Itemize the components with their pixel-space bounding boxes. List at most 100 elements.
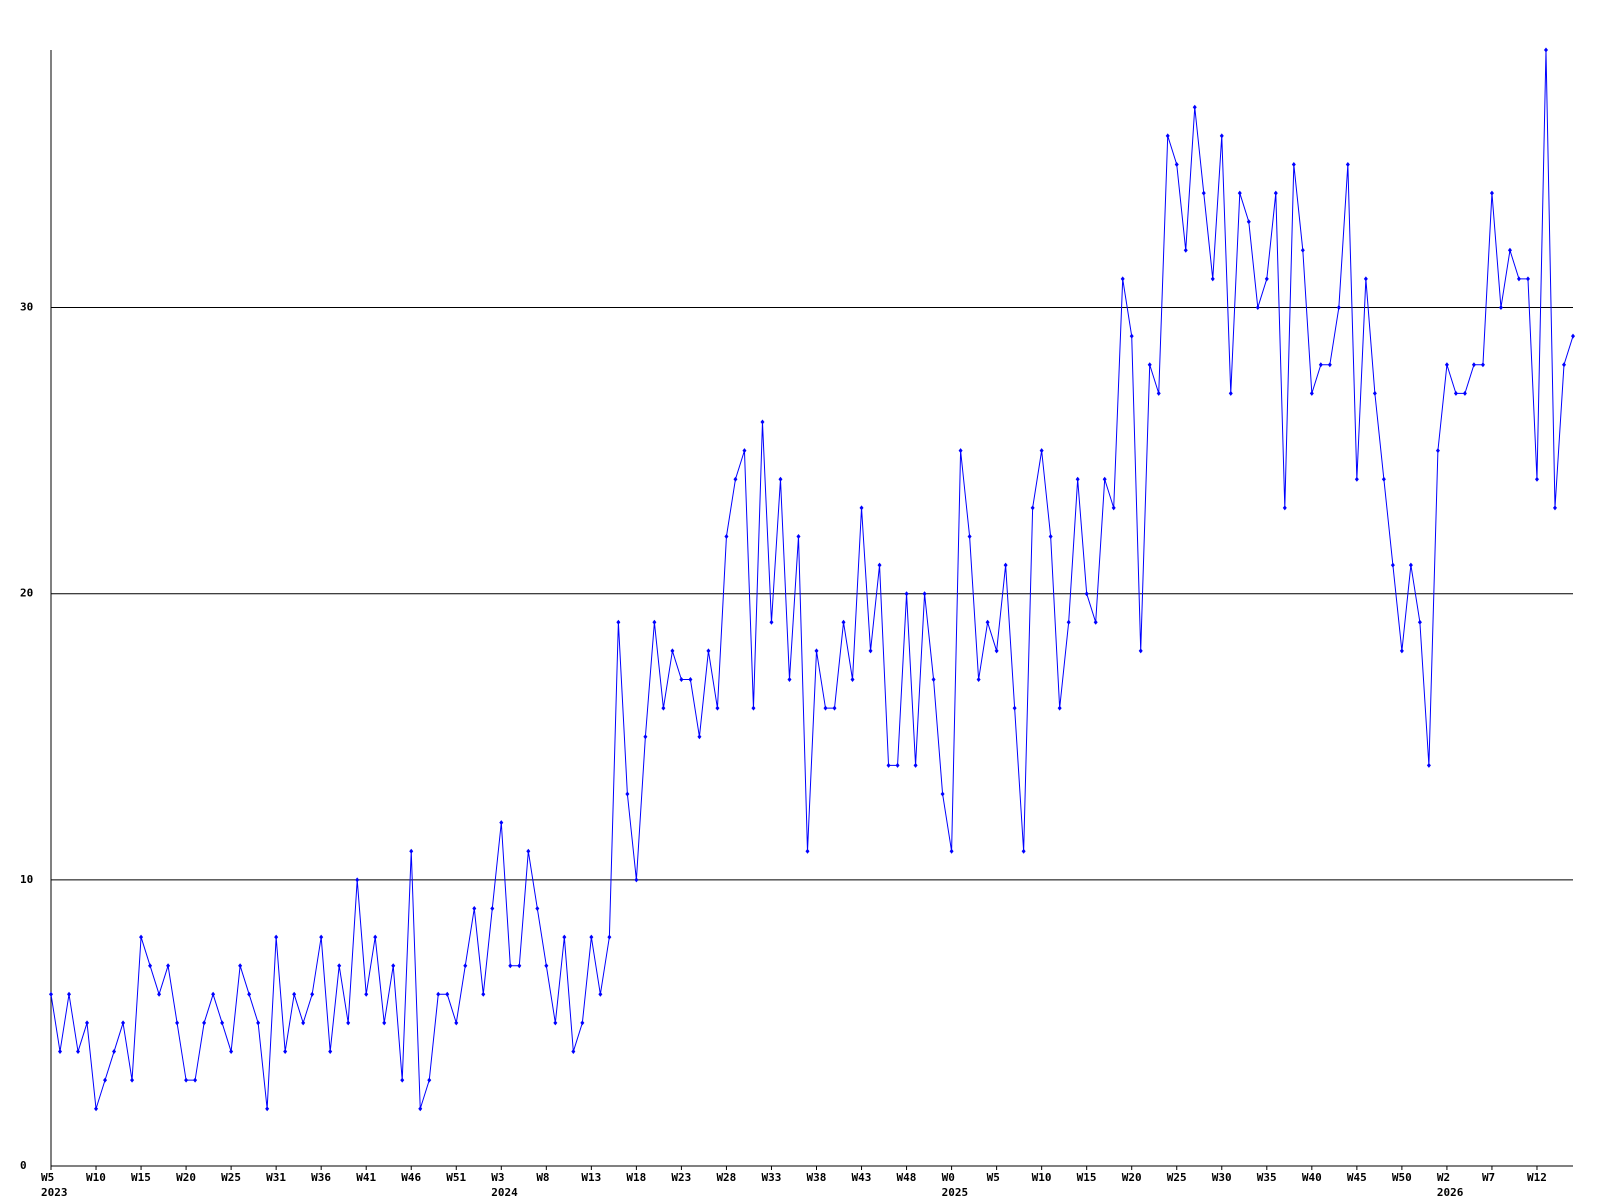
x-tick-label: W3 <box>491 1171 504 1184</box>
y-tick-label: 10 <box>20 873 33 886</box>
data-point <box>1228 390 1233 396</box>
data-point <box>391 963 396 969</box>
data-point <box>490 905 495 911</box>
x-tick-label: W8 <box>536 1171 549 1184</box>
x-tick-label: W7 <box>1482 1171 1495 1184</box>
data-point <box>1417 619 1422 625</box>
y-tick-label: 20 <box>20 587 33 600</box>
data-point <box>292 991 297 997</box>
data-point <box>733 476 738 482</box>
data-point <box>1003 562 1008 568</box>
data-point <box>1336 305 1341 311</box>
data-point <box>94 1106 99 1112</box>
data-point <box>1571 333 1575 339</box>
data-point <box>418 1106 423 1112</box>
x-tick-label: W10 <box>86 1171 106 1184</box>
data-point <box>1444 362 1449 368</box>
data-point <box>769 619 774 625</box>
data-point <box>634 877 639 883</box>
x-tick-label: W25 <box>221 1171 241 1184</box>
data-point <box>1453 390 1458 396</box>
data-point <box>346 1020 351 1026</box>
x-tick-label: W51 <box>446 1171 466 1184</box>
data-point <box>58 1049 63 1055</box>
data-point <box>1237 190 1242 196</box>
y-tick-label: 30 <box>20 301 33 314</box>
data-point <box>1030 505 1035 511</box>
data-point <box>436 991 441 997</box>
data-point <box>463 963 468 969</box>
data-point <box>193 1077 198 1083</box>
data-point <box>1093 619 1098 625</box>
year-label: 2023 <box>41 1186 68 1199</box>
data-point <box>310 991 315 997</box>
data-point <box>1084 591 1089 597</box>
data-point <box>1210 276 1215 282</box>
x-tick-label: W36 <box>311 1171 331 1184</box>
data-point <box>301 1020 306 1026</box>
data-point <box>850 677 855 683</box>
data-point <box>337 963 342 969</box>
data-point <box>1399 648 1404 654</box>
data-point <box>445 991 450 997</box>
data-point <box>1381 476 1386 482</box>
data-point <box>112 1049 117 1055</box>
data-point <box>1498 305 1503 311</box>
data-point <box>1048 533 1053 539</box>
data-point <box>1075 476 1080 482</box>
data-point <box>1534 476 1539 482</box>
data-point <box>1507 247 1512 253</box>
data-point <box>643 734 648 740</box>
data-point <box>1543 47 1548 53</box>
data-point <box>1354 476 1359 482</box>
data-point <box>598 991 603 997</box>
data-point <box>796 533 801 539</box>
data-point <box>103 1077 108 1083</box>
data-point <box>427 1077 432 1083</box>
x-tick-label: W31 <box>266 1171 286 1184</box>
data-point <box>958 448 963 454</box>
year-label: 2025 <box>942 1186 969 1199</box>
data-point <box>85 1020 90 1026</box>
x-tick-label: W25 <box>1167 1171 1187 1184</box>
data-point <box>1120 276 1125 282</box>
data-point <box>229 1049 234 1055</box>
data-point <box>1426 762 1431 768</box>
x-tick-label: W30 <box>1212 1171 1232 1184</box>
data-point <box>382 1020 387 1026</box>
data-point <box>328 1049 333 1055</box>
x-tick-label: W15 <box>131 1171 151 1184</box>
data-point <box>1552 505 1557 511</box>
data-point <box>1165 133 1170 139</box>
data-point <box>1264 276 1269 282</box>
data-point <box>1471 362 1476 368</box>
data-point <box>220 1020 225 1026</box>
data-point <box>760 419 765 425</box>
data-point <box>994 648 999 654</box>
data-point <box>157 991 162 997</box>
data-point <box>814 648 819 654</box>
data-point <box>1291 161 1296 167</box>
data-point <box>652 619 657 625</box>
data-point <box>913 762 918 768</box>
data-point <box>1012 705 1017 711</box>
data-point <box>472 905 477 911</box>
data-point <box>1372 390 1377 396</box>
x-tick-label: W50 <box>1392 1171 1412 1184</box>
x-tick-label: W48 <box>897 1171 917 1184</box>
x-tick-label: W5 <box>987 1171 1000 1184</box>
data-point <box>940 791 945 797</box>
data-point <box>1147 362 1152 368</box>
data-point <box>67 991 72 997</box>
data-point <box>625 791 630 797</box>
data-point <box>580 1020 585 1026</box>
data-point <box>778 476 783 482</box>
data-point <box>976 677 981 683</box>
data-point <box>148 963 153 969</box>
data-point <box>805 848 810 854</box>
data-point <box>274 934 279 940</box>
data-point <box>121 1020 126 1026</box>
data-point <box>706 648 711 654</box>
data-point <box>1363 276 1368 282</box>
data-point <box>1192 104 1197 110</box>
